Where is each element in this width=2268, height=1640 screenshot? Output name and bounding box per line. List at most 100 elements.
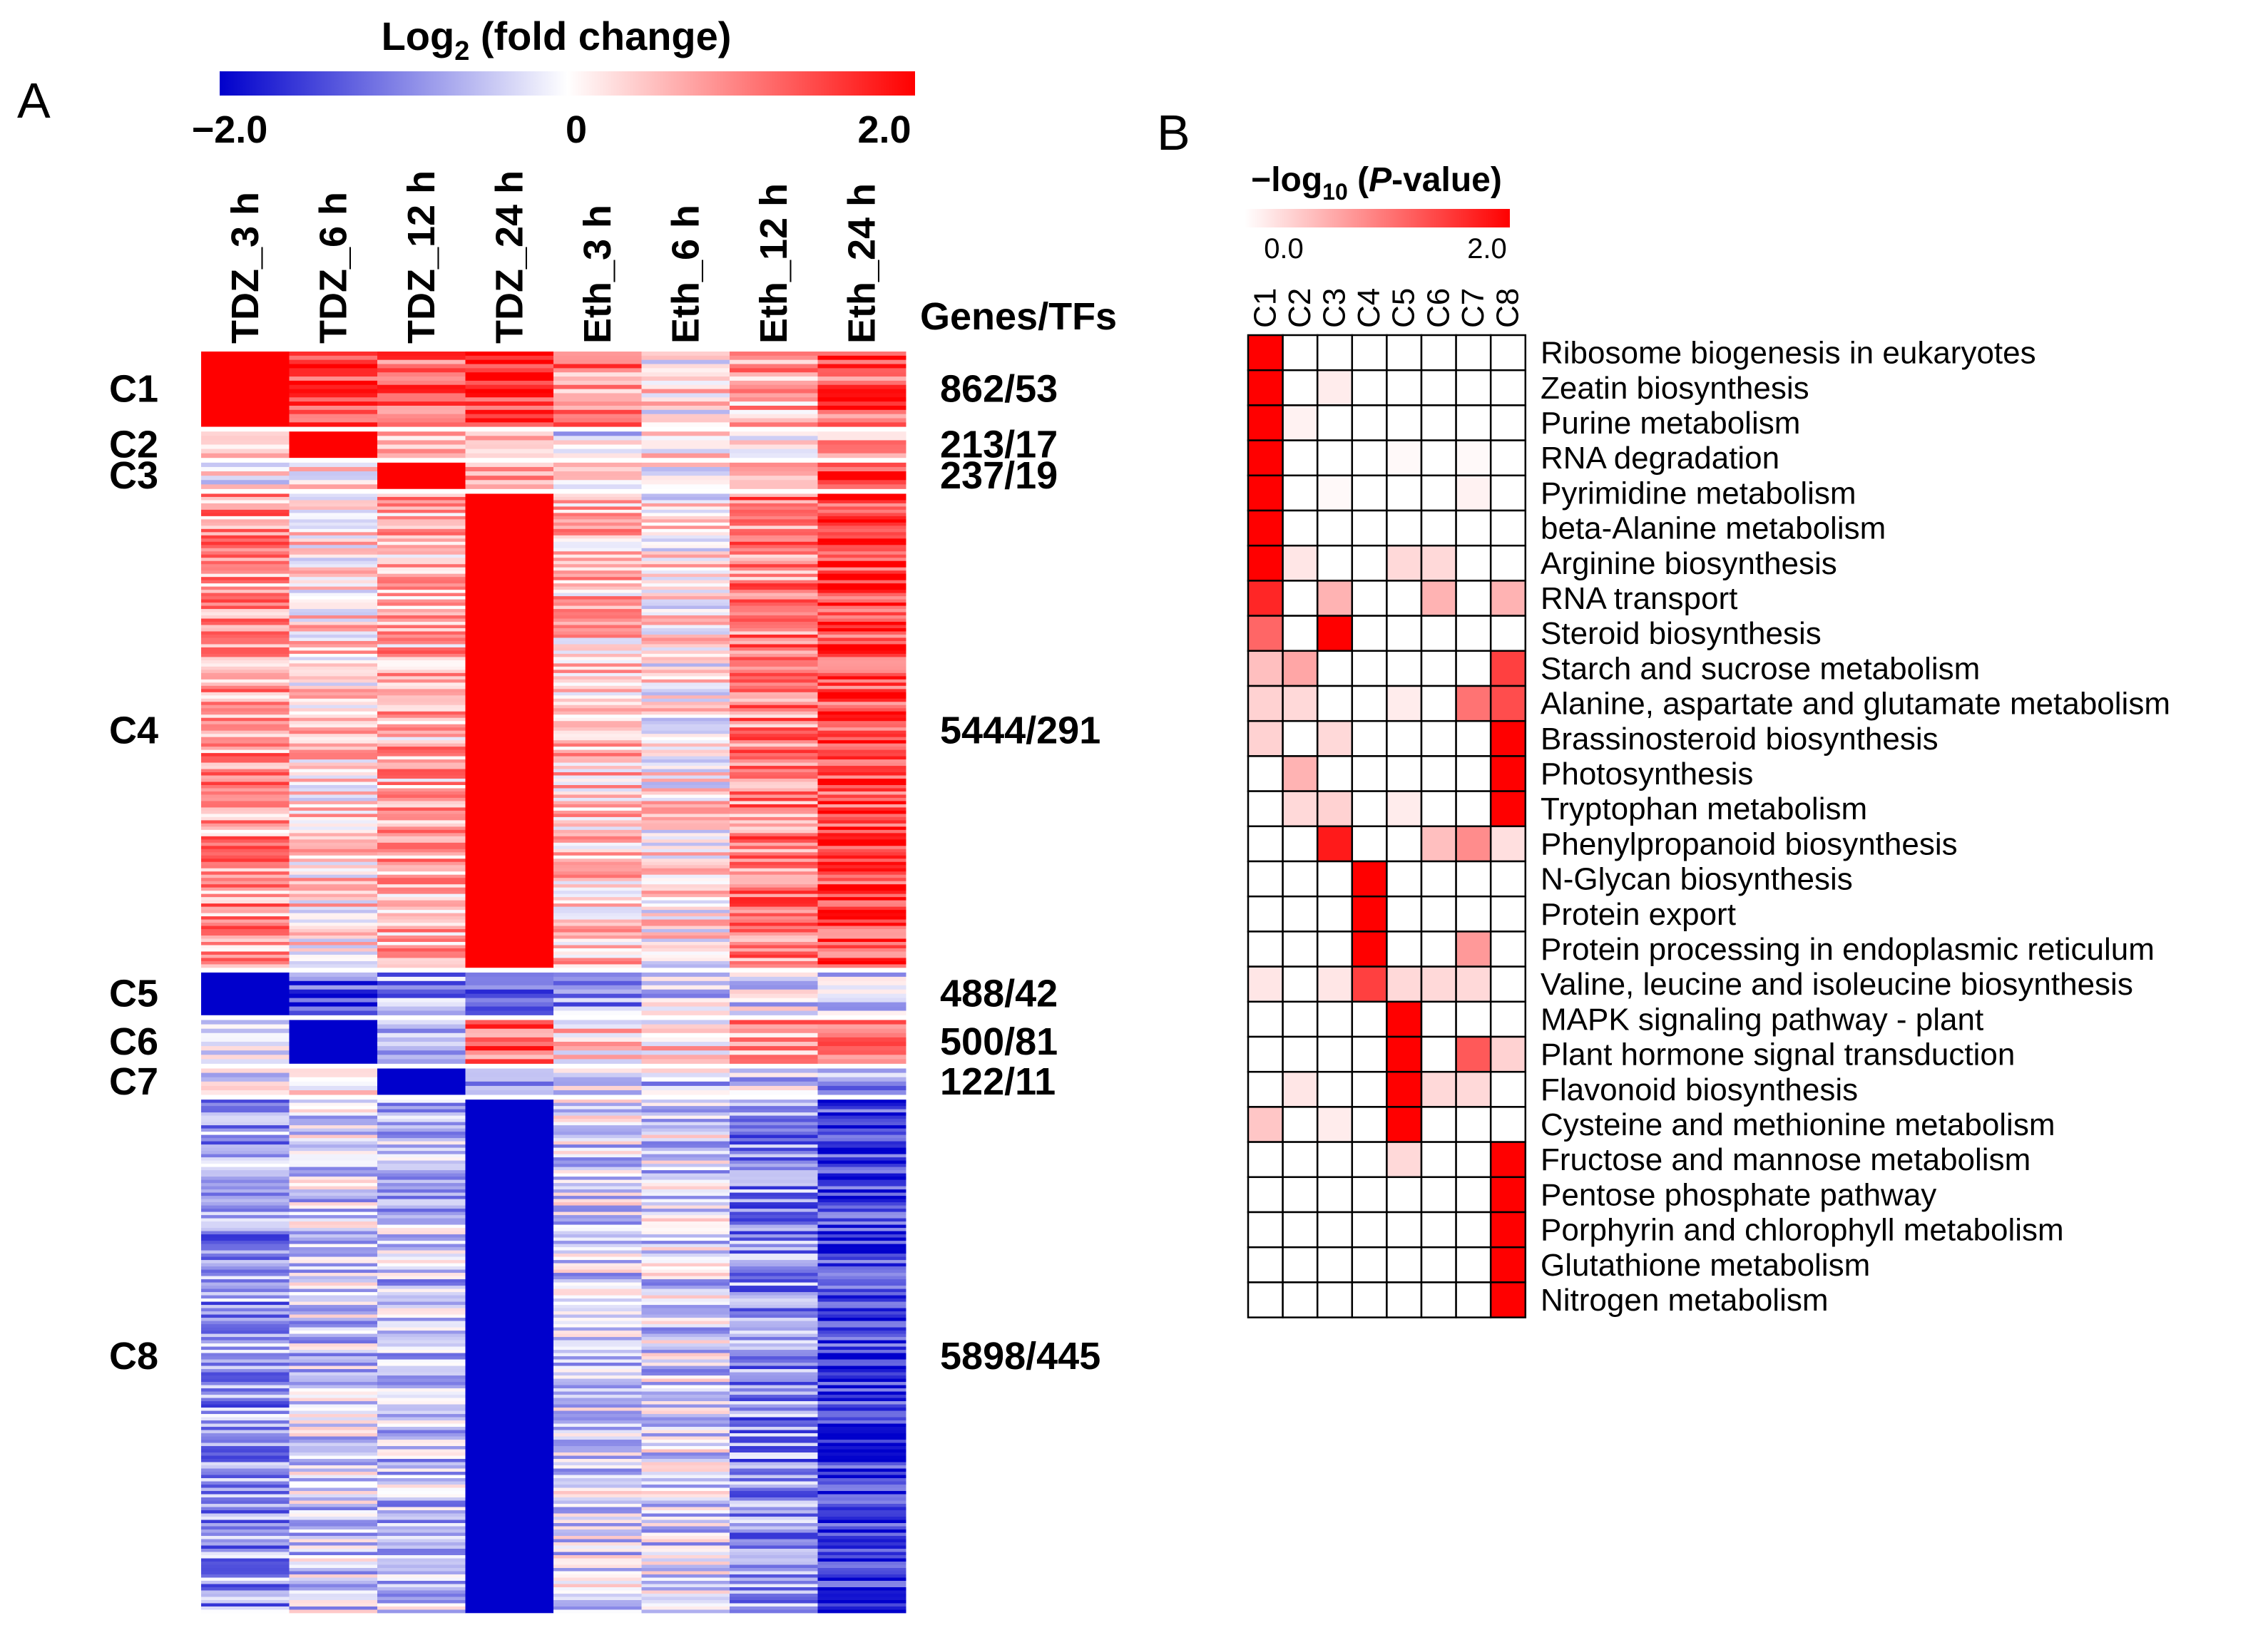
enrichment-cell <box>1420 474 1457 512</box>
pathway-row <box>1247 474 1527 512</box>
enrichment-cell <box>1489 895 1527 933</box>
cluster-label: C2 <box>109 424 158 466</box>
pathway-label: Fructose and mannose metabolism <box>1541 1142 2031 1177</box>
pathway-label: Glutathione metabolism <box>1541 1248 1870 1283</box>
heatmap-cell <box>641 1068 730 1095</box>
heatmap-cell <box>289 493 378 968</box>
heatmap-cell <box>641 1020 730 1064</box>
enrichment-cell <box>1316 719 1354 757</box>
heatmap-cell <box>465 431 554 458</box>
enrichment-cell <box>1455 1211 1492 1249</box>
enrichment-cell <box>1489 719 1527 757</box>
enrichment-cell <box>1386 474 1423 512</box>
enrichment-cell <box>1489 334 1527 371</box>
pathway-row <box>1247 931 1527 968</box>
enrichment-cell <box>1455 334 1492 371</box>
heatmap-cell <box>730 972 818 1015</box>
column-header: Eth_3 h <box>576 205 619 344</box>
enrichment-cell <box>1489 790 1527 828</box>
enrichment-cell <box>1386 544 1423 582</box>
cluster-block-c8 <box>201 1100 906 1614</box>
enrichment-cell <box>1247 1000 1284 1038</box>
enrichment-cell <box>1282 650 1319 687</box>
cluster-label: C1 <box>109 368 158 411</box>
enrichment-cell <box>1247 931 1284 968</box>
pathway-label: Porphyrin and chlorophyll metabolism <box>1541 1213 2064 1248</box>
enrichment-cell <box>1489 1211 1527 1249</box>
pathway-row <box>1247 439 1527 477</box>
pathway-row <box>1247 580 1527 617</box>
cluster-block-c1 <box>201 352 906 427</box>
legend-a-max-label: 2.0 <box>857 108 911 151</box>
enrichment-cell <box>1247 719 1284 757</box>
enrichment-cell <box>1247 334 1284 371</box>
heatmap-cell <box>553 352 642 427</box>
legend-a-mid-label: 0 <box>566 108 587 151</box>
enrichment-cell <box>1351 334 1388 371</box>
enrichment-cell <box>1316 1035 1354 1073</box>
enrichment-cell <box>1420 544 1457 582</box>
enrichment-cell <box>1351 1211 1388 1249</box>
enrichment-cell <box>1489 931 1527 968</box>
enrichment-cell <box>1386 1176 1423 1214</box>
enrichment-cell <box>1455 1070 1492 1108</box>
pathway-label: Starch and sucrose metabolism <box>1541 651 1980 686</box>
pathway-label: Nitrogen metabolism <box>1541 1283 1829 1318</box>
pathway-column-header: C4 <box>1352 288 1386 328</box>
cluster-label: C7 <box>109 1060 158 1103</box>
pathway-label: MAPK signaling pathway - plant <box>1541 1002 1983 1037</box>
enrichment-cell <box>1386 825 1423 863</box>
enrichment-cell <box>1489 650 1527 687</box>
enrichment-cell <box>1247 825 1284 863</box>
pathway-row <box>1247 1035 1527 1073</box>
enrichment-cell <box>1351 1106 1388 1143</box>
enrichment-cell <box>1247 1176 1284 1214</box>
cluster-block-c5 <box>201 972 906 1015</box>
enrichment-cell <box>1386 334 1423 371</box>
enrichment-cell <box>1351 1281 1388 1318</box>
enrichment-cell <box>1455 1035 1492 1073</box>
enrichment-cell <box>1282 965 1319 1003</box>
panel-b-heatmap <box>1247 334 1527 1318</box>
pathway-column-header: C6 <box>1421 288 1456 328</box>
pathway-row <box>1247 334 1527 371</box>
pathway-row <box>1247 860 1527 898</box>
enrichment-cell <box>1247 1281 1284 1318</box>
enrichment-cell <box>1420 1281 1457 1318</box>
heatmap-cell <box>730 1020 818 1064</box>
heatmap-cell <box>817 462 906 489</box>
panel-b-row-labels: Ribosome biogenesis in eukaryotesZeatin … <box>1541 336 2170 1318</box>
enrichment-cell <box>1316 580 1354 617</box>
heatmap-cell <box>377 972 466 1015</box>
enrichment-cell <box>1420 790 1457 828</box>
enrichment-cell <box>1455 931 1492 968</box>
column-header: TDZ_6 h <box>312 192 354 344</box>
enrichment-cell <box>1455 965 1492 1003</box>
enrichment-cell <box>1455 1176 1492 1214</box>
heatmap-cell <box>377 1068 466 1095</box>
heatmap-cell <box>553 431 642 458</box>
enrichment-cell <box>1386 965 1423 1003</box>
enrichment-cell <box>1489 1000 1527 1038</box>
enrichment-cell <box>1489 825 1527 863</box>
enrichment-cell <box>1386 369 1423 406</box>
pathway-label: Tryptophan metabolism <box>1541 791 1867 826</box>
enrichment-cell <box>1420 615 1457 652</box>
enrichment-cell <box>1282 1000 1319 1038</box>
enrichment-cell <box>1316 1281 1354 1318</box>
enrichment-cell <box>1455 369 1492 406</box>
enrichment-cell <box>1282 1211 1319 1249</box>
heatmap-cell <box>201 493 290 968</box>
enrichment-cell <box>1316 509 1354 547</box>
cluster-block-c2 <box>201 431 906 458</box>
enrichment-cell <box>1420 509 1457 547</box>
enrichment-cell <box>1316 1070 1354 1108</box>
enrichment-cell <box>1489 685 1527 722</box>
enrichment-cell <box>1420 369 1457 406</box>
pathway-label: Zeatin biosynthesis <box>1541 371 1809 406</box>
column-header: Eth_12 h <box>752 183 795 344</box>
heatmap-cell <box>730 493 818 968</box>
legend-b-title: −log10 (P-value) <box>1251 161 1502 205</box>
pathway-column-header: C2 <box>1282 288 1317 328</box>
